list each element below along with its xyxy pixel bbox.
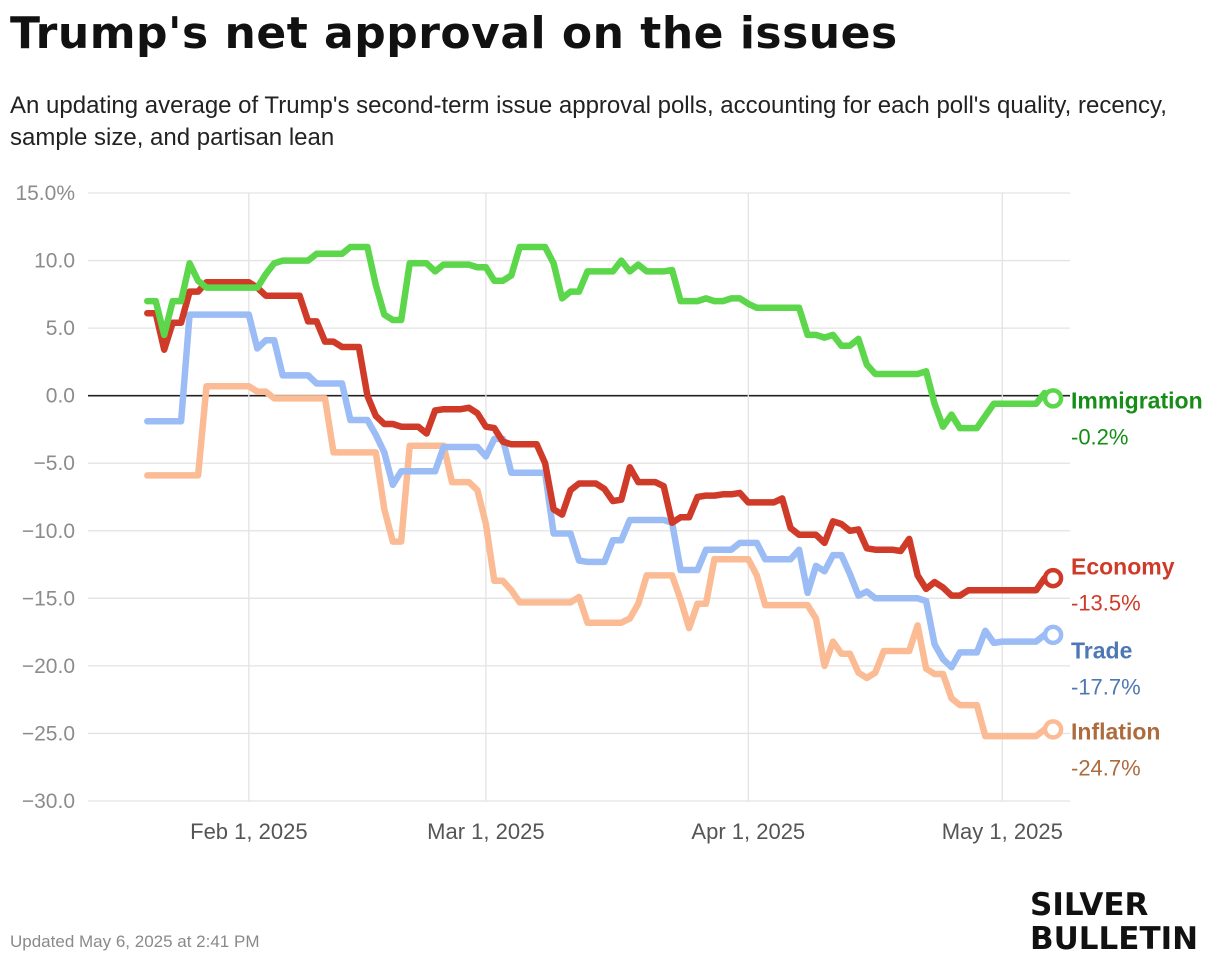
- silver-bulletin-logo: SILVER BULLETIN: [1030, 888, 1216, 956]
- x-tick-label: Mar 1, 2025: [427, 819, 544, 844]
- logo-line-2: BULLETIN: [1030, 921, 1199, 957]
- x-tick-label: Apr 1, 2025: [691, 819, 805, 844]
- y-tick-label: 15.0%: [15, 182, 75, 205]
- y-tick-label: −20.0: [22, 655, 75, 678]
- series-label-economy: Economy: [1071, 554, 1175, 580]
- grid-layer: [88, 192, 1070, 802]
- series-line-immigration: [144, 243, 1057, 432]
- series-value-trade: -17.7%: [1071, 674, 1141, 699]
- series-line-economy: [144, 278, 1057, 599]
- series-end-marker-immigration: [1042, 388, 1064, 409]
- series-label-inflation: Inflation: [1071, 718, 1160, 744]
- chart-title: Trump's net approval on the issues: [10, 8, 898, 59]
- y-tick-label: 5.0: [46, 317, 75, 340]
- x-tick-label: May 1, 2025: [942, 819, 1063, 844]
- y-tick-label: −5.0: [34, 452, 75, 475]
- logo-line-1: SILVER: [1030, 887, 1149, 923]
- series-value-economy: -13.5%: [1071, 591, 1141, 616]
- series-layer: [144, 243, 1064, 740]
- label-layer: 15.0% 10.0 5.0 0.0 −5.0 −10.0 −15.0 −20.0 −25.0 −…: [15, 182, 1202, 844]
- line-chart: 15.0% 10.0 5.0 0.0 −5.0 −10.0 −15.0 −20.0 −25.0 −…: [15, 182, 1202, 844]
- series-label-trade: Trade: [1071, 637, 1132, 663]
- series-line-inflation: [144, 382, 1057, 740]
- chart-subtitle: An updating average of Trump's second-te…: [10, 92, 1167, 151]
- series-value-immigration: -0.2%: [1071, 424, 1128, 449]
- y-tick-label: −30.0: [22, 790, 75, 813]
- x-tick-label: Feb 1, 2025: [190, 819, 307, 844]
- y-tick-label: 0.0: [46, 385, 75, 408]
- series-end-marker-inflation: [1042, 719, 1064, 740]
- series-end-marker-trade: [1042, 624, 1064, 646]
- updated-timestamp: Updated May 6, 2025 at 2:41 PM: [10, 932, 260, 951]
- y-tick-label: −15.0: [22, 587, 75, 610]
- y-tick-label: −25.0: [22, 722, 75, 745]
- series-label-immigration: Immigration: [1071, 387, 1203, 413]
- y-tick-label: −10.0: [22, 520, 75, 543]
- series-value-inflation: -24.7%: [1071, 755, 1141, 780]
- series-end-marker-economy: [1042, 567, 1064, 589]
- series-line-trade: [144, 311, 1057, 671]
- y-tick-label: 10.0: [34, 250, 75, 273]
